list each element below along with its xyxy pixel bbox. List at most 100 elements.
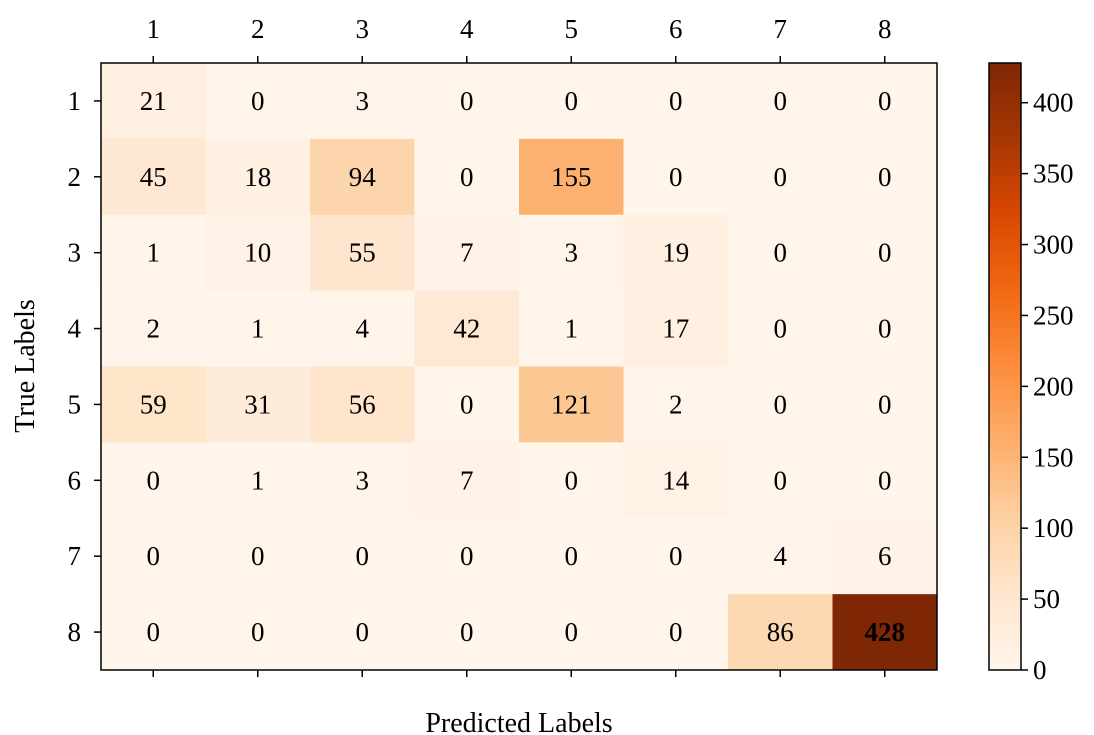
heatmap-cell	[623, 290, 729, 367]
cell-value-label: 0	[774, 389, 788, 419]
cell-value-label: 0	[669, 541, 683, 571]
x-tick-label: 1	[147, 14, 161, 44]
heatmap-cell	[310, 290, 415, 367]
heatmap-cell	[519, 63, 624, 140]
cell-value-label: 94	[349, 162, 377, 192]
cell-value-label: 0	[460, 541, 474, 571]
heatmap-cell	[623, 442, 729, 519]
y-tick-label: 5	[68, 389, 82, 419]
cell-value-label: 428	[865, 617, 906, 647]
cell-value-label: 10	[244, 238, 271, 268]
cell-value-label: 3	[356, 86, 370, 116]
heatmap-cell	[832, 63, 938, 140]
cell-value-label: 17	[662, 314, 689, 344]
cell-value-label: 0	[251, 86, 265, 116]
heatmap-cell	[832, 366, 938, 443]
cell-value-label: 0	[460, 162, 474, 192]
cell-value-label: 0	[669, 86, 683, 116]
heatmap-cell	[310, 63, 415, 140]
y-tick-label: 7	[68, 541, 82, 571]
heatmap-cell	[728, 138, 833, 216]
heatmap-cell	[310, 442, 415, 519]
cell-value-label: 0	[774, 238, 788, 268]
cell-value-label: 7	[460, 465, 474, 495]
colorbar-tick-label: 400	[1033, 88, 1074, 118]
heatmap-cell	[414, 138, 520, 216]
colorbar-tick-label: 100	[1033, 513, 1074, 543]
heatmap-cell	[519, 518, 624, 595]
colorbar-tick-label: 350	[1033, 159, 1074, 189]
colorbar-tick-label: 50	[1033, 584, 1060, 614]
heatmap-cell	[310, 138, 415, 216]
heatmap-cell	[832, 518, 938, 595]
cell-value-label: 0	[251, 617, 265, 647]
cell-value-label: 56	[349, 389, 376, 419]
cell-value-label: 0	[460, 86, 474, 116]
cell-value-label: 0	[147, 541, 161, 571]
colorbar-tick-label: 300	[1033, 230, 1074, 260]
heatmap-cell	[414, 518, 520, 595]
y-tick-label: 8	[68, 617, 82, 647]
colorbar-tick-label: 0	[1033, 655, 1047, 685]
cell-value-label: 1	[565, 314, 579, 344]
cell-value-label: 0	[147, 617, 161, 647]
y-tick-label: 3	[68, 238, 82, 268]
cell-value-label: 0	[774, 162, 788, 192]
cell-value-label: 4	[356, 314, 370, 344]
heatmap-cell	[310, 594, 415, 671]
x-axis-title: Predicted Labels	[425, 708, 612, 735]
cell-value-label: 6	[878, 541, 892, 571]
heatmap-cell	[414, 214, 520, 292]
cell-value-label: 3	[356, 465, 370, 495]
cell-value-label: 0	[878, 465, 892, 495]
cell-value-label: 0	[460, 389, 474, 419]
heatmap-cell	[728, 290, 833, 367]
heatmap-cell	[205, 138, 311, 216]
cell-value-label: 3	[565, 238, 579, 268]
cell-value-label: 0	[669, 617, 683, 647]
heatmap-cell	[519, 138, 624, 216]
cell-value-label: 0	[774, 314, 788, 344]
cell-value-label: 155	[551, 162, 592, 192]
x-tick-label: 6	[669, 14, 683, 44]
heatmap-cell	[101, 138, 206, 216]
cell-value-label: 86	[767, 617, 794, 647]
heatmap-cell	[728, 594, 833, 671]
heatmap-cell	[728, 366, 833, 443]
heatmap-cell	[519, 366, 624, 443]
cell-value-label: 1	[147, 238, 161, 268]
cell-value-label: 31	[244, 389, 271, 419]
x-tick-label: 5	[565, 14, 579, 44]
heatmap-cell	[519, 290, 624, 367]
cell-value-label: 0	[878, 238, 892, 268]
cell-value-label: 45	[140, 162, 167, 192]
cell-value-label: 42	[453, 314, 480, 344]
heatmap-cell	[205, 518, 311, 595]
cell-value-label: 21	[140, 86, 167, 116]
x-tick-label: 2	[251, 14, 265, 44]
x-tick-label: 7	[774, 14, 788, 44]
heatmap-cell	[728, 442, 833, 519]
y-tick-label: 2	[68, 162, 82, 192]
cell-value-label: 59	[140, 389, 167, 419]
heatmap-cell	[414, 442, 520, 519]
cell-value-label: 18	[244, 162, 271, 192]
heatmap-cell	[414, 290, 520, 367]
cell-value-label: 7	[460, 238, 474, 268]
y-axis: 1 2 3 4 5 6 7 8	[68, 86, 101, 647]
heatmap-cell	[623, 518, 729, 595]
heatmap-cell	[728, 518, 833, 595]
cell-value-label: 0	[878, 162, 892, 192]
plot-frame	[100, 62, 938, 671]
colorbar	[988, 62, 1022, 671]
y-axis-title: True Labels	[10, 299, 41, 433]
cell-value-label: 1	[251, 314, 265, 344]
heatmap-cell	[623, 214, 729, 292]
cell-value-label: 0	[356, 541, 370, 571]
colorbar-tick-label: 150	[1033, 442, 1074, 472]
cell-value-label: 0	[147, 465, 161, 495]
heatmap-cell	[101, 63, 206, 140]
heatmap-cell	[414, 594, 520, 671]
heatmap-cell	[205, 214, 311, 292]
